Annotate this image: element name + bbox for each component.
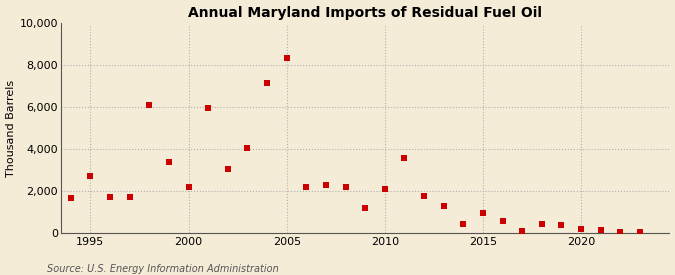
Point — [360, 206, 371, 210]
Point — [105, 194, 115, 199]
Point — [418, 193, 429, 198]
Point — [595, 228, 606, 232]
Text: Source: U.S. Energy Information Administration: Source: U.S. Energy Information Administ… — [47, 264, 279, 274]
Point — [438, 204, 449, 208]
Point — [634, 229, 645, 234]
Point — [124, 194, 135, 199]
Y-axis label: Thousand Barrels: Thousand Barrels — [5, 80, 16, 177]
Point — [340, 185, 351, 189]
Point — [399, 156, 410, 160]
Point — [85, 174, 96, 178]
Point — [163, 160, 174, 164]
Point — [144, 103, 155, 108]
Point — [202, 106, 213, 111]
Point — [321, 183, 331, 187]
Point — [458, 222, 468, 226]
Point — [497, 219, 508, 223]
Point — [301, 185, 312, 189]
Point — [223, 167, 234, 172]
Point — [65, 196, 76, 200]
Point — [379, 187, 390, 191]
Point — [537, 222, 547, 226]
Point — [517, 229, 528, 233]
Point — [262, 81, 273, 86]
Point — [576, 227, 587, 231]
Point — [478, 211, 489, 216]
Point — [183, 185, 194, 189]
Point — [281, 56, 292, 60]
Point — [242, 146, 253, 150]
Title: Annual Maryland Imports of Residual Fuel Oil: Annual Maryland Imports of Residual Fuel… — [188, 6, 542, 20]
Point — [556, 223, 567, 227]
Point — [615, 230, 626, 234]
